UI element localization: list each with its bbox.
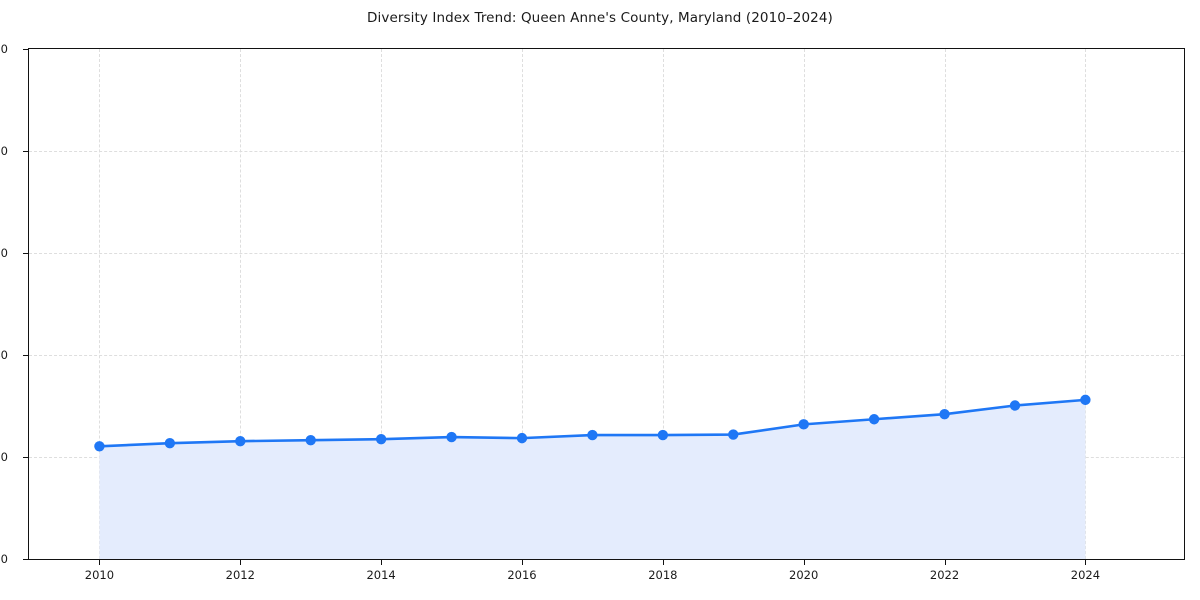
area-fill: [99, 399, 1086, 559]
x-axis-tick-mark: [99, 560, 101, 565]
y-axis-tick-label: 40: [0, 348, 8, 362]
gridline-vertical: [521, 49, 523, 559]
gridline-vertical: [1085, 49, 1087, 559]
x-axis-tick-mark: [521, 560, 523, 565]
gridline-vertical: [240, 49, 242, 559]
x-axis-tick-label: 2014: [366, 568, 396, 582]
y-axis-tick-label: 60: [0, 246, 8, 260]
data-point-marker: 2017: 24.3: [587, 429, 598, 441]
data-point-marker: 2015: 23.9: [446, 431, 457, 443]
x-axis-tick-label: 2012: [225, 568, 255, 582]
gridline-horizontal: [29, 253, 1184, 254]
y-axis-tick-label: 20: [0, 450, 8, 464]
x-axis-tick-label: 2018: [648, 568, 678, 582]
y-axis-tick-mark: [23, 253, 28, 254]
plot-area: 2010: 22.1 2011: 22.7 2012: 23.1 2013: 23.3…: [28, 48, 1185, 560]
data-point-marker: 2011: 22.7: [164, 438, 176, 449]
gridline-horizontal: [29, 355, 1184, 356]
data-point-marker: 2024: 31.2: [1080, 394, 1091, 406]
gridline-vertical: [803, 49, 805, 559]
data-point-marker: 2020: 26.4: [798, 419, 809, 430]
x-axis-tick-mark: [803, 560, 805, 565]
x-axis-tick-mark: [944, 560, 946, 565]
data-point-marker: 2021: 27.4: [868, 414, 880, 425]
data-point-marker: 2013: 23.3: [305, 434, 316, 446]
gridline-horizontal: [29, 151, 1184, 152]
x-axis-tick-mark: [240, 560, 242, 565]
y-axis-tick-mark: [23, 151, 28, 152]
chart-title: Diversity Index Trend: Queen Anne's Coun…: [367, 10, 833, 26]
x-axis-tick-label: 2016: [507, 568, 537, 582]
line-series-svg: 2010: 22.1 2011: 22.7 2012: 23.1 2013: 23.3…: [94, 394, 1091, 559]
data-point-marker: 2010: 22.1: [94, 441, 105, 452]
data-point-marker: 2023: 30.1: [1009, 400, 1021, 411]
x-axis-tick-label: 2020: [789, 568, 819, 582]
y-axis-tick-mark: [23, 355, 28, 356]
y-axis-tick-mark: [23, 49, 28, 50]
gridline-vertical: [381, 49, 383, 559]
data-point-marker: 2019: 24.4: [728, 429, 739, 440]
x-axis-tick-mark: [662, 560, 664, 565]
x-axis-tick-label: 2024: [1070, 568, 1101, 582]
data-point-marker: 2014: 23.5: [375, 433, 387, 445]
gridline-vertical: [99, 49, 101, 559]
y-axis-tick-label: 80: [0, 144, 8, 158]
data-point-marker: 2018: 24.3: [657, 429, 669, 441]
gridline-vertical: [944, 49, 946, 559]
y-axis-tick-label: 0: [0, 552, 8, 566]
x-axis-tick-label: 2022: [929, 568, 960, 582]
data-point-marker: 2012: 23.1: [235, 435, 246, 447]
data-point-marker: 2022: 28.4: [939, 408, 950, 420]
y-axis-tick-mark: [23, 559, 28, 560]
y-axis-tick-label: 100: [0, 42, 8, 56]
x-axis-tick-mark: [1085, 560, 1087, 565]
data-point-marker: 2016: 23.7: [516, 432, 528, 444]
y-axis-tick-mark: [23, 457, 28, 458]
gridline-vertical: [662, 49, 664, 559]
x-axis-tick-label: 2010: [84, 568, 115, 582]
x-axis-tick-mark: [381, 560, 383, 565]
